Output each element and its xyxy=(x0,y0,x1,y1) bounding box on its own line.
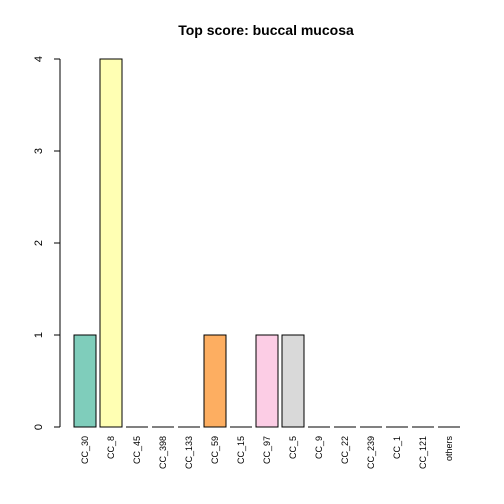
x-category-label: others xyxy=(444,436,454,462)
x-category-label: CC_5 xyxy=(288,436,298,459)
x-category-label: CC_22 xyxy=(340,436,350,464)
x-category-label: CC_9 xyxy=(314,436,324,459)
bar-cc-59 xyxy=(203,334,227,428)
bar-cc-30 xyxy=(73,334,97,428)
x-category-label: CC_8 xyxy=(106,436,116,459)
x-category-label: CC_45 xyxy=(132,436,142,464)
x-category-label: CC_239 xyxy=(366,436,376,469)
y-tick-label: 4 xyxy=(33,56,45,62)
bar-cc-97 xyxy=(255,334,279,428)
x-category-label: CC_121 xyxy=(418,436,428,469)
y-tick-label: 0 xyxy=(33,424,45,430)
y-tick-label: 2 xyxy=(33,240,45,246)
x-category-label: CC_133 xyxy=(184,436,194,469)
x-category-label: CC_59 xyxy=(210,436,220,464)
x-category-label: CC_30 xyxy=(80,436,90,464)
x-category-label: CC_398 xyxy=(158,436,168,469)
y-axis-ticks: 0 1 2 3 4 xyxy=(33,56,60,430)
bar-cc-8 xyxy=(99,58,123,428)
chart-title: Top score: buccal mucosa xyxy=(178,22,354,38)
bar-cc-5 xyxy=(281,334,305,428)
x-axis-labels: CC_30 CC_8 CC_45 CC_398 CC_133 CC_59 CC_15 CC_9… xyxy=(80,436,454,470)
x-category-label: CC_97 xyxy=(262,436,272,464)
x-category-label: CC_1 xyxy=(392,436,402,459)
bars-group xyxy=(73,58,460,428)
y-tick-label: 3 xyxy=(33,148,45,154)
x-category-label: CC_15 xyxy=(236,436,246,464)
y-tick-label: 1 xyxy=(33,332,45,338)
